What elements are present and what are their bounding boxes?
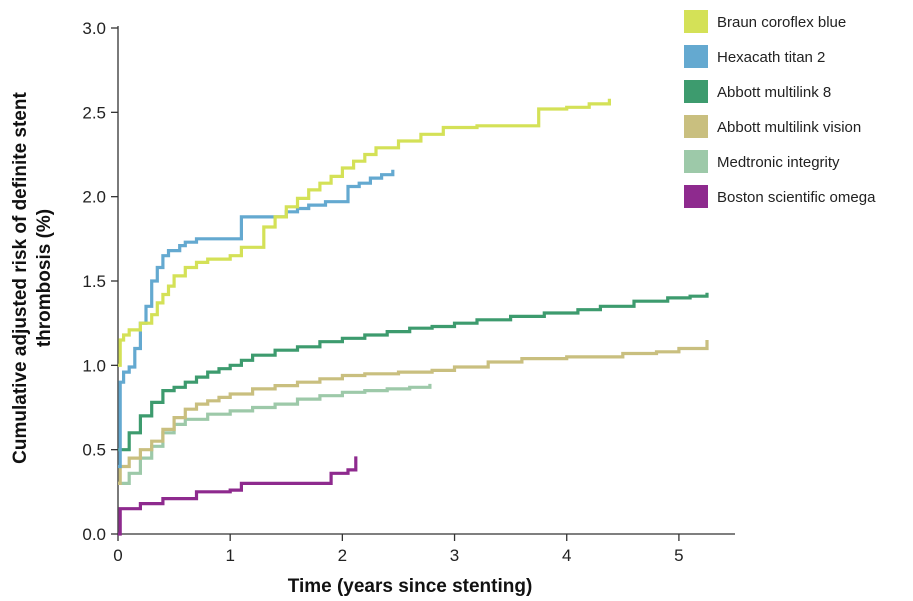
legend-label-abbott-multilink-vision: Abbott multilink vision xyxy=(717,119,861,136)
series-line-hexacath-titan-2 xyxy=(118,169,395,469)
x-tick-label: 4 xyxy=(562,546,571,565)
x-axis-ticks: 0 1 2 3 4 5 xyxy=(113,534,684,565)
y-axis-title-line-1: Cumulative adjusted risk of definite ste… xyxy=(10,92,31,464)
legend-swatch-braun-coroflex-blue xyxy=(684,10,708,33)
series-layer xyxy=(118,98,709,536)
y-tick-label: 2.0 xyxy=(82,188,106,207)
legend-label-abbott-multilink-8: Abbott multilink 8 xyxy=(717,84,831,101)
series-line-medtronic-integrity xyxy=(118,383,432,485)
legend-label-hexacath-titan-2: Hexacath titan 2 xyxy=(717,49,825,66)
legend-swatch-boston-scientific-omega xyxy=(684,185,708,208)
series-line-braun-coroflex-blue xyxy=(118,98,611,367)
legend-swatch-hexacath-titan-2 xyxy=(684,45,708,68)
legend-swatch-abbott-multilink-8 xyxy=(684,80,708,103)
y-tick-label: 0.5 xyxy=(82,441,106,460)
y-axis-ticks: 0.0 0.5 1.0 1.5 2.0 2.5 3.0 xyxy=(82,19,118,544)
y-tick-label: 0.0 xyxy=(82,525,106,544)
series-line-abbott-multilink-8 xyxy=(118,292,709,452)
x-tick-label: 3 xyxy=(450,546,459,565)
y-axis-title-line-2: thrombosis (%) xyxy=(34,209,55,347)
legend-label-medtronic-integrity: Medtronic integrity xyxy=(717,154,840,171)
legend-swatch-abbott-multilink-vision xyxy=(684,115,708,138)
legend: Braun coroflex blue Hexacath titan 2 Abbot… xyxy=(684,10,876,208)
legend-label-boston-scientific-omega: Boston scientific omega xyxy=(717,189,876,206)
y-tick-label: 3.0 xyxy=(82,19,106,38)
y-tick-label: 1.0 xyxy=(82,356,106,375)
x-tick-label: 1 xyxy=(225,546,234,565)
y-tick-label: 1.5 xyxy=(82,272,106,291)
x-axis-title: Time (years since stenting) xyxy=(288,576,533,597)
axes xyxy=(117,26,735,535)
y-tick-label: 2.5 xyxy=(82,103,106,122)
x-tick-label: 5 xyxy=(674,546,683,565)
x-tick-label: 2 xyxy=(338,546,347,565)
x-tick-label: 0 xyxy=(113,546,122,565)
legend-swatch-medtronic-integrity xyxy=(684,150,708,173)
series-line-abbott-multilink-vision xyxy=(118,340,709,485)
series-line-boston-scientific-omega xyxy=(118,456,358,536)
legend-label-braun-coroflex-blue: Braun coroflex blue xyxy=(717,14,846,31)
